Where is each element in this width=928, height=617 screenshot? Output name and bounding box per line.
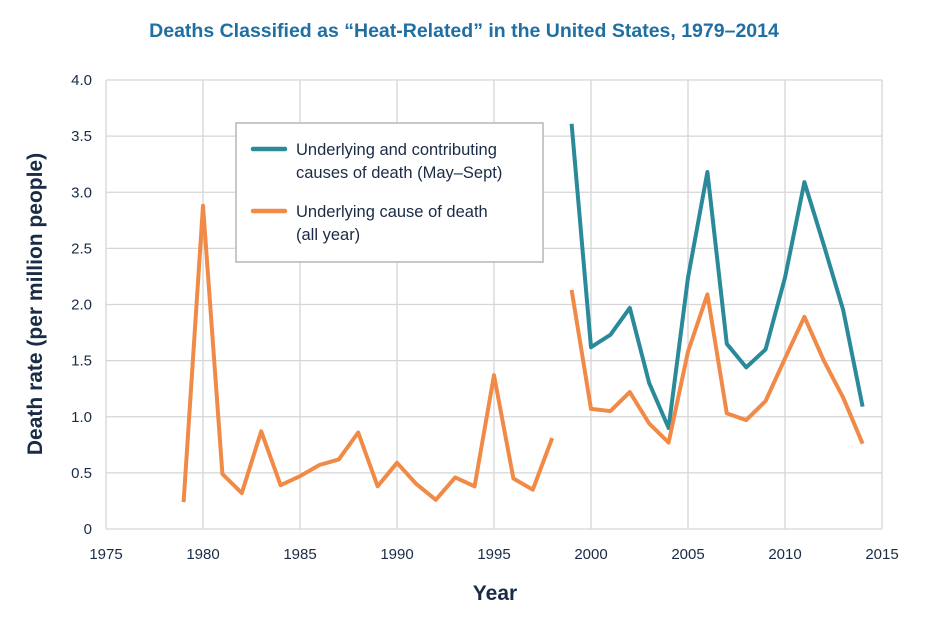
y-tick-label: 3.0 [71, 184, 92, 201]
series-line-1-segment-0 [181, 203, 555, 503]
x-tick-label: 2010 [768, 546, 801, 563]
legend: Underlying and contributing causes of dea… [235, 122, 544, 263]
x-tick-label: 1990 [380, 546, 413, 563]
y-tick-label: 0 [84, 521, 92, 538]
y-tick-label: 0.5 [71, 465, 92, 482]
y-tick-label: 3.5 [71, 128, 92, 145]
y-tick-label: 2.5 [71, 240, 92, 257]
legend-label-0: Underlying and contributing [296, 141, 497, 159]
legend-box [235, 122, 544, 263]
y-tick-label: 1.0 [71, 409, 92, 426]
y-tick-labels: 0 0.5 1.0 1.5 2.0 2.5 3.0 3.5 4.0 [71, 72, 92, 538]
x-tick-label: 2005 [671, 546, 704, 563]
legend-label-0: causes of death (May–Sept) [296, 164, 502, 182]
x-tick-label: 1995 [477, 546, 510, 563]
y-tick-label: 4.0 [71, 72, 92, 89]
y-tick-label: 2.0 [71, 297, 92, 314]
x-tick-labels: 1975 1980 1985 1990 1995 2000 2005 2010 2015 [89, 546, 898, 563]
x-tick-label: 1985 [283, 546, 316, 563]
legend-label-1: Underlying cause of death [296, 203, 488, 221]
x-tick-label: 1975 [89, 546, 122, 563]
y-axis-label: Death rate (per million people) [24, 153, 47, 455]
series-lines [181, 123, 865, 503]
y-tick-label: 1.5 [71, 353, 92, 370]
legend-label-1: (all year) [296, 226, 360, 244]
x-tick-label: 1980 [186, 546, 219, 563]
series-line-1-segment-1 [569, 289, 865, 445]
x-axis-label: Year [473, 582, 517, 605]
x-tick-label: 2015 [865, 546, 898, 563]
series-line-0-segment-0 [569, 123, 865, 430]
chart-title: Deaths Classified as “Heat-Related” in t… [149, 20, 779, 42]
x-tick-label: 2000 [574, 546, 607, 563]
